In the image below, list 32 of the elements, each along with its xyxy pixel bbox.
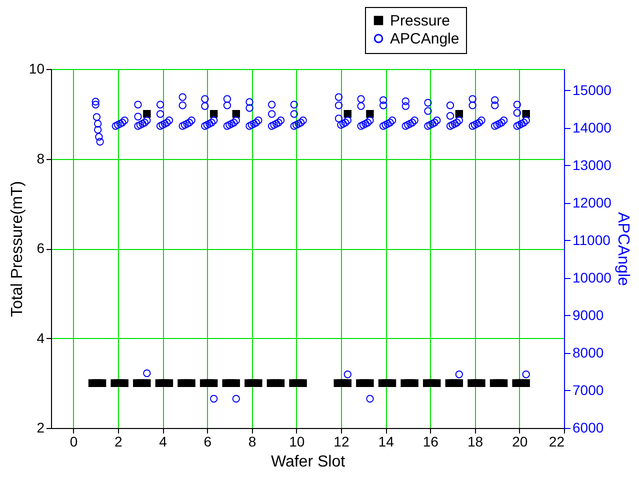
y-tick-label: 10 — [28, 60, 45, 76]
y2-tick-label: 10000 — [572, 269, 612, 286]
y2-tick-label: 12000 — [572, 194, 612, 210]
y-tick-label: 2 — [36, 420, 45, 436]
x-tick-label: 8 — [248, 434, 256, 450]
y2-tick-label: 9000 — [572, 306, 604, 323]
x-tick-label: 2 — [114, 434, 123, 450]
y2-tick-label: 8000 — [572, 344, 604, 360]
y-tick-label: 8 — [36, 150, 45, 166]
y2-tick-label: 11000 — [572, 232, 611, 248]
y2-tick-label: 15000 — [572, 82, 612, 98]
x-tick-label: 12 — [334, 434, 350, 450]
y2-tick-label: 6000 — [572, 420, 604, 436]
y-tick-label: 4 — [36, 330, 45, 346]
x-tick-label: 22 — [548, 434, 565, 450]
x-axis-title: Wafer Slot — [270, 454, 346, 470]
y-axis-title: Total Pressure(mT) — [8, 180, 26, 318]
x-tick-label: 4 — [159, 434, 168, 450]
y2-axis-title: APCAngle — [614, 212, 632, 286]
x-tick-label: 0 — [70, 434, 78, 450]
y2-tick-label: 13000 — [572, 156, 612, 173]
legend-label: Pressure — [390, 12, 450, 30]
y2-tick-label: 14000 — [572, 119, 612, 136]
x-tick-label: 6 — [204, 434, 212, 450]
x-tick-label: 10 — [289, 434, 305, 450]
legend-label: APCAngle — [390, 30, 460, 48]
y-tick-label: 6 — [36, 240, 45, 256]
x-tick-label: 16 — [422, 434, 439, 450]
x-tick-label: 18 — [467, 434, 484, 450]
y2-tick-label: 7000 — [572, 382, 604, 398]
x-tick-label: 14 — [378, 434, 394, 450]
x-tick-label: 20 — [512, 434, 528, 450]
